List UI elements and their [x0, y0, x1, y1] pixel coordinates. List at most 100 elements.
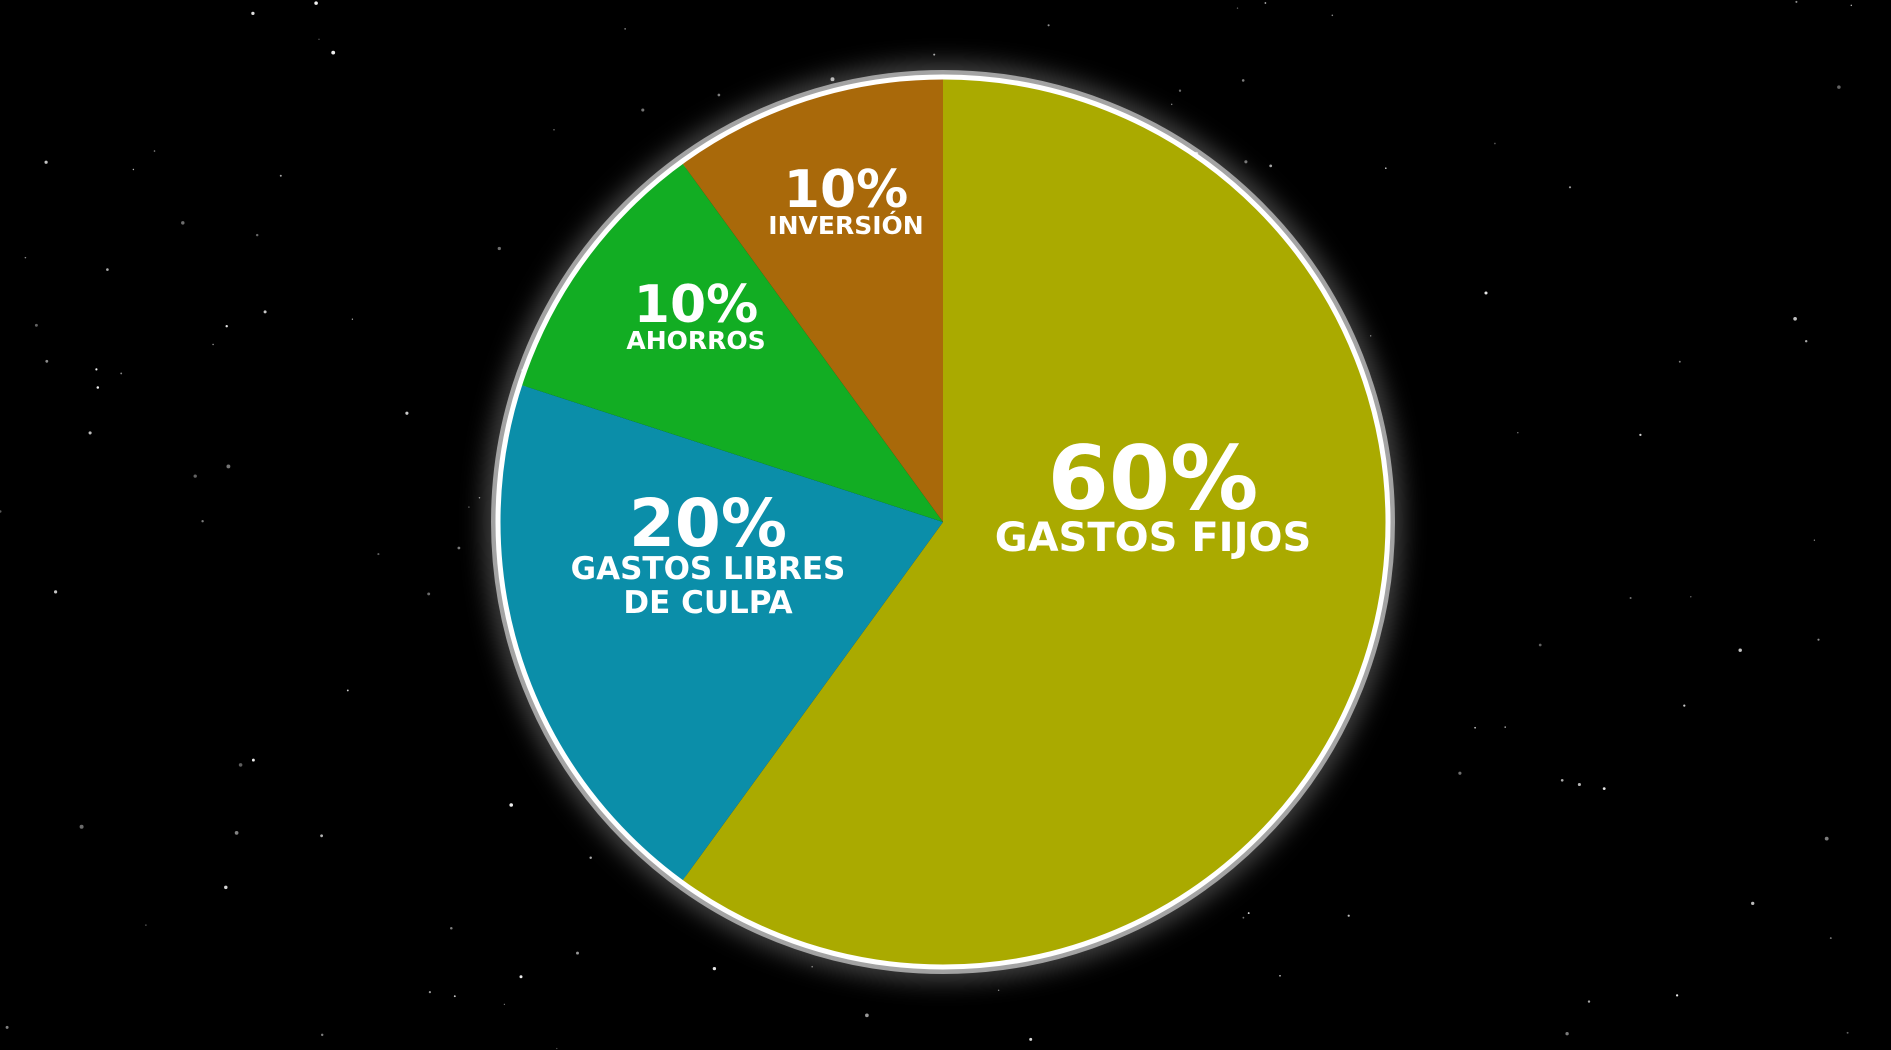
star [1242, 916, 1245, 919]
star [1178, 89, 1182, 92]
star [450, 927, 453, 930]
star [1458, 771, 1462, 775]
slice-label-group-3: 10%AHORROS [626, 275, 765, 355]
star [1751, 901, 1755, 906]
star [503, 1003, 506, 1005]
star [1385, 167, 1387, 169]
star [34, 323, 38, 327]
star [0, 510, 2, 513]
star [427, 592, 431, 596]
slice-percent-label: 10% [784, 160, 908, 220]
star [95, 368, 98, 371]
star [1850, 4, 1853, 7]
star [1484, 291, 1488, 295]
star [1629, 596, 1632, 600]
star [1247, 912, 1250, 915]
star [553, 129, 555, 131]
star [1269, 164, 1273, 168]
pie-slice-1 [681, 77, 1389, 967]
star [1370, 335, 1372, 337]
star [428, 991, 431, 994]
star [1683, 704, 1686, 707]
star [377, 553, 380, 556]
star [1504, 726, 1506, 728]
star [1837, 85, 1841, 89]
star [193, 474, 197, 478]
star [251, 11, 255, 16]
star [1846, 1031, 1849, 1034]
star [457, 546, 461, 550]
star [120, 372, 123, 375]
slice-percent-label: 10% [634, 275, 758, 335]
star [44, 160, 48, 164]
star [712, 966, 717, 971]
slice-label-group-1: 60%GASTOS FIJOS [995, 427, 1312, 561]
star [1804, 339, 1808, 343]
pie-slices [495, 74, 1391, 970]
star [811, 965, 814, 968]
star [153, 150, 156, 152]
star [1279, 974, 1281, 977]
star [1560, 778, 1564, 782]
pie-slice-4 [681, 77, 943, 522]
star [1244, 160, 1248, 164]
star [1331, 14, 1334, 17]
star [509, 803, 513, 807]
star [624, 28, 626, 30]
star [1236, 7, 1239, 9]
star [453, 995, 456, 998]
star [79, 824, 84, 829]
star [641, 108, 645, 112]
slice-name-label: GASTOS FIJOS [995, 515, 1312, 561]
star [556, 1047, 558, 1050]
star [405, 411, 409, 415]
slice-label-group-4: 10%INVERSIÓN [768, 160, 923, 240]
star [1817, 638, 1820, 641]
star [1829, 937, 1832, 940]
pie-slice-3 [519, 161, 943, 523]
pie-border [495, 74, 1391, 970]
star [5, 1025, 9, 1029]
star [346, 689, 349, 692]
star [865, 1013, 869, 1018]
star [226, 464, 231, 469]
star [181, 221, 185, 225]
star [96, 386, 100, 389]
star [1738, 648, 1742, 652]
star [478, 497, 481, 499]
star [1538, 643, 1542, 647]
star [234, 831, 239, 835]
star [1602, 787, 1606, 790]
star [1264, 2, 1267, 4]
star [997, 989, 1000, 992]
star [1675, 994, 1679, 997]
star [1047, 24, 1050, 27]
star [331, 50, 336, 55]
star [132, 168, 135, 171]
star [1639, 433, 1642, 437]
star [1678, 360, 1681, 363]
star [1029, 1037, 1033, 1041]
star [314, 1, 318, 5]
star [1170, 103, 1173, 106]
star [1824, 836, 1829, 841]
star [224, 885, 228, 890]
star [830, 77, 835, 82]
star [201, 520, 204, 523]
star [717, 93, 721, 97]
star [1347, 914, 1350, 917]
star [145, 924, 147, 926]
star [468, 506, 470, 508]
star [238, 763, 243, 767]
star [1793, 316, 1797, 321]
star [212, 343, 214, 346]
star [318, 38, 320, 41]
star [1568, 186, 1572, 189]
slice-percent-label: 20% [629, 485, 787, 562]
slice-name-label: INVERSIÓN [768, 210, 923, 240]
star [1474, 726, 1476, 729]
star [351, 318, 354, 320]
